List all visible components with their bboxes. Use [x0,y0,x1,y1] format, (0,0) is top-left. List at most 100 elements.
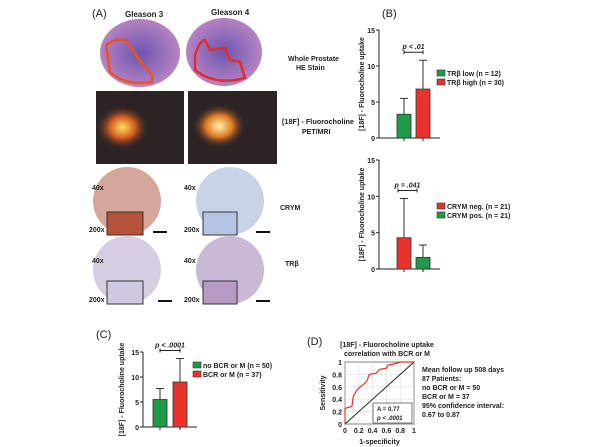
y-axis-label: [18F] - Fluorocholine uptake [119,343,126,437]
significance-bracket [403,50,424,55]
p-value-label: p < .0001 [376,416,403,422]
legend-label: BCR or M (n = 37) [203,372,262,379]
magnification-label: 200x [184,297,200,304]
pet-signal [188,91,277,164]
inset-200x [106,211,144,236]
panel-label: (B) [382,8,397,20]
bar [172,381,188,428]
he-stain-image [100,19,180,87]
x-axis-label: 1-specificity [359,439,400,446]
y-tick-label: 0 [135,425,139,432]
column-header: Gleason 4 [211,8,250,17]
y-tick-label: 0 [371,136,375,143]
magnification-label: 40x [184,258,196,265]
legend-label: no BCR or M (n = 50) [203,363,272,370]
x-tick-label: 0.4 [368,428,378,435]
legend-label: CRYM pos. (n = 21) [447,213,510,220]
reference-diagonal [344,361,415,425]
y-axis-label: Sensitivity [320,375,327,410]
study-note: no BCR or M = 50 [422,385,480,392]
bar [415,88,431,139]
y-axis-label: [18F] - Fluorocholine uptake [359,37,366,131]
y-tick-label: 0.2 [332,410,342,417]
legend-swatch [192,370,202,378]
study-note: 87 Patients: [422,376,461,383]
x-tick-label: 0.6 [382,428,392,435]
x-tick-label: 1 [412,428,416,435]
chart-title: [18F] - Fluorocholine uptake [340,342,434,349]
y-tick-label: 0.4 [332,397,342,404]
row-label: TRβ [285,261,299,268]
pet-signal [96,91,184,164]
bar [396,113,412,139]
significance-bracket [397,188,418,193]
axis [142,352,197,428]
legend-swatch [436,211,446,219]
magnification-label: 200x [89,297,105,304]
panel-label: (A) [92,8,107,20]
magnification-labels: 40x 200x 40x 200x 40x 200x 40x 200x [89,185,200,304]
roc-curve [344,361,414,424]
magnification-label: 40x [92,258,104,265]
y-tick-label: 1 [338,360,342,367]
legend-swatch [436,202,446,210]
magnification-label: 40x [92,185,104,192]
y-tick-label: 10 [367,64,375,71]
y-tick-label: 5 [371,231,375,238]
y-tick-label: 5 [135,400,139,407]
magnification-label: 40x [184,185,196,192]
y-tick-label: 0 [371,267,375,274]
p-value-label: p = .041 [394,183,421,190]
roc-chart: [18F] - Fluorocholine uptake correlation … [320,342,504,446]
y-tick-label: 10 [367,194,375,201]
x-tick-label: 0.2 [354,428,364,435]
bar [152,399,168,428]
bar-chart-b2: 0 5 10 15[18F] - Fluorocholine uptake CRYM n… [359,158,510,274]
legend-swatch [436,69,446,77]
legend-label: TRβ high (n = 30) [447,80,504,87]
x-tick-label: 0 [343,428,347,435]
x-tick-label: 0.8 [395,428,405,435]
tumor-outline [104,38,154,85]
y-tick-label: 10 [131,375,139,382]
row-label: PET/MRI [302,129,330,136]
row-label: Whole Prostate [288,56,339,63]
y-tick-label: 15 [367,158,375,165]
auc-box [372,402,413,424]
bar [396,237,412,270]
y-tick-label: 0.6 [332,385,342,392]
p-value-label: p < .01 [402,44,425,51]
p-value-label: p < .0001 [154,343,185,350]
legend-label: TRβ low (n = 12) [447,71,501,78]
tumor-outline [193,38,247,82]
inset-200x [202,280,238,305]
he-stain-image [186,18,262,86]
bar-chart-b1: 0 5 10 15[18F] - Fluorocholine uptake TRβ lo… [359,28,504,143]
legend-swatch [436,78,446,86]
inset-200x [106,280,144,305]
auc-label: A = 0.77 [377,407,400,413]
study-note: BCR or M = 37 [422,394,470,401]
y-tick-label: 0 [338,422,342,429]
inset-200x [202,211,238,236]
column-header: Gleason 3 [125,10,164,19]
magnification-label: 200x [89,227,105,234]
study-note: 95% confidence interval: [422,403,504,410]
bar [415,256,431,270]
chart-title: correlation with BCR or M [344,351,430,358]
legend-label: CRYM neg. (n = 21) [447,204,510,211]
y-tick-label: 0.8 [332,372,342,379]
study-note: Mean follow up 508 days [422,367,504,374]
y-tick-label: 15 [367,28,375,35]
scale-bars [153,231,270,302]
y-axis-label: [18F] - Fluorocholine uptake [359,168,366,262]
row-label: HE Stain [296,65,325,72]
study-note: 0.67 to 0.87 [422,412,460,419]
significance-bracket [159,348,181,353]
legend-swatch [192,361,202,369]
panel-label: (C) [96,329,111,341]
magnification-label: 200x [184,227,200,234]
row-label: CRYM [280,205,301,212]
